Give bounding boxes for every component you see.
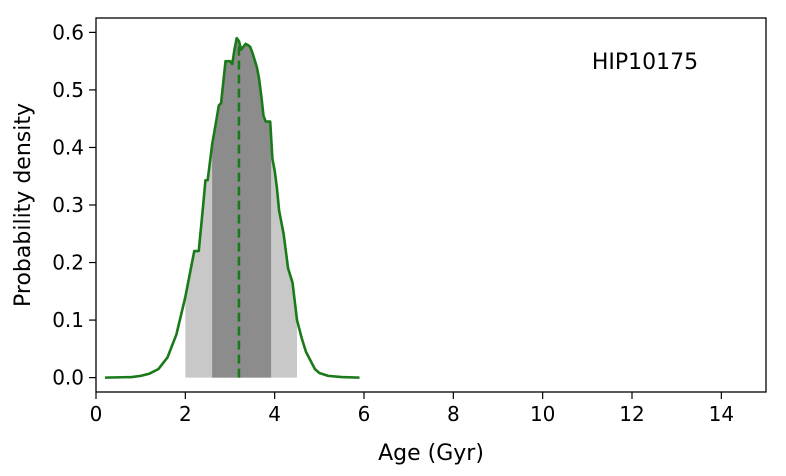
x-tick-label: 0 — [90, 402, 103, 426]
density-curve-layer — [104, 36, 360, 379]
x-tick-label: 14 — [709, 402, 734, 426]
y-axis-ticks: 0.0 0.1 0.2 0.3 0.4 0.5 0.6 — [52, 20, 96, 390]
y-tick-label: 0.3 — [52, 193, 84, 217]
star-name-annotation: HIP10175 — [592, 50, 698, 75]
x-tick-label: 8 — [447, 402, 460, 426]
density-curve — [104, 36, 360, 379]
y-tick-label: 0.5 — [52, 78, 84, 102]
x-axis-label: Age (Gyr) — [378, 441, 484, 466]
x-tick-label: 4 — [268, 402, 281, 426]
x-tick-label: 10 — [530, 402, 555, 426]
x-tick-label: 12 — [619, 402, 644, 426]
inner-credible-band — [212, 38, 272, 378]
y-tick-label: 0.6 — [52, 20, 84, 44]
x-tick-label: 6 — [358, 402, 371, 426]
y-axis-label: Probability density — [11, 103, 36, 307]
y-tick-label: 0.0 — [52, 366, 84, 390]
x-tick-label: 2 — [179, 402, 192, 426]
y-tick-label: 0.2 — [52, 251, 84, 275]
y-tick-label: 0.1 — [52, 308, 84, 332]
x-axis-ticks: 0 2 4 6 8 10 12 14 — [90, 392, 734, 426]
y-tick-label: 0.4 — [52, 135, 84, 159]
